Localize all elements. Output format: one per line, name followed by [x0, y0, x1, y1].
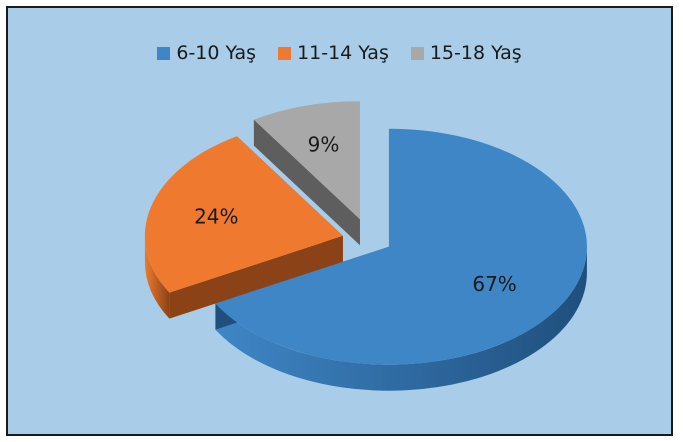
legend-item-11-14: 11-14 Yaş: [278, 42, 389, 64]
pie-slice-side-11-14: [144, 235, 170, 319]
pie-slice-6-10: [215, 128, 587, 365]
pie-slice-side-6-10: [215, 246, 587, 391]
data-label-15-18: 9%: [308, 132, 340, 156]
data-label-11-14: 24%: [194, 204, 238, 228]
legend-swatch-6-10: [157, 46, 171, 60]
legend-item-6-10: 6-10 Yaş: [157, 42, 256, 64]
legend-label-6-10: 6-10 Yaş: [176, 42, 257, 64]
chart-frame: 6-10 Yaş 11-14 Yaş 15-18 Yaş 67% 24% 9%: [6, 6, 673, 436]
pie-slice-wall-11-14-0: [169, 235, 343, 319]
data-label-6-10: 67%: [472, 272, 516, 296]
pie-slice-15-18: [253, 101, 360, 220]
legend-swatch-11-14: [278, 46, 292, 60]
legend-label-11-14: 11-14 Yaş: [297, 42, 389, 64]
pie-slice-11-14: [144, 136, 343, 293]
legend-swatch-15-18: [410, 46, 424, 60]
legend: 6-10 Yaş 11-14 Yaş 15-18 Yaş: [8, 42, 671, 64]
legend-item-15-18: 15-18 Yaş: [410, 42, 522, 64]
pie-slice-wall-15-18-0: [253, 119, 360, 246]
legend-label-15-18: 15-18 Yaş: [429, 42, 522, 64]
pie-chart: 67% 24% 9%: [144, 101, 587, 391]
